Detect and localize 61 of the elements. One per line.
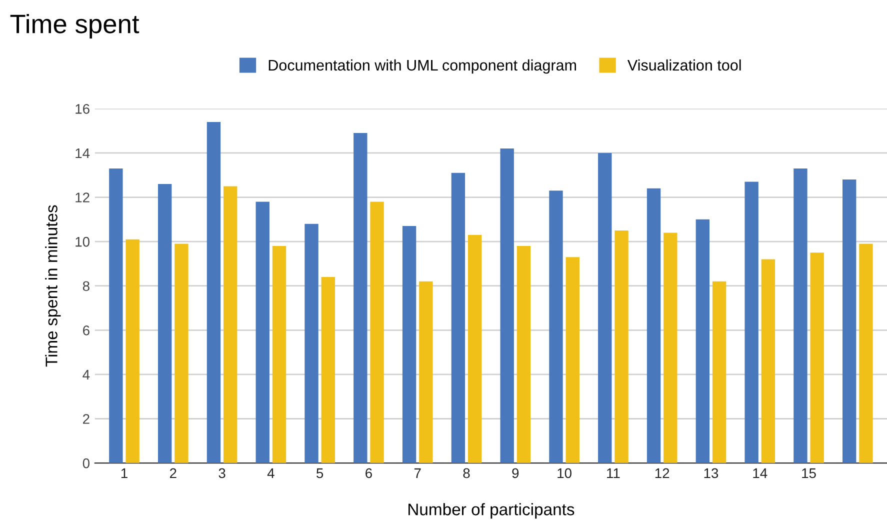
bar [304,224,318,464]
y-tick-label: 10 [76,236,90,247]
bar [842,180,856,464]
y-tick-label: 0 [82,458,90,468]
x-tick-label: 10 [558,468,572,478]
chart-title: Time spent [10,14,140,39]
bar [256,202,270,464]
bar [451,172,466,464]
x-tick-label: 12 [655,468,670,478]
bar [419,281,433,464]
y-tick-label: 8 [82,281,90,292]
bar [109,168,123,464]
y-tick-label: 12 [76,192,90,202]
bar [468,234,482,464]
bar [224,186,238,464]
bar [646,188,661,464]
x-axis-title: Number of participants [408,503,574,519]
x-tick-label: 8 [463,468,470,478]
x-tick-label: 14 [753,468,768,478]
bar [126,239,140,464]
bar [500,148,514,464]
x-tick-label: 4 [267,468,274,478]
bar [761,259,776,464]
y-axis-title: Time spent in minutes [45,205,61,367]
y-tick-label: 6 [83,325,90,336]
x-tick-label: 5 [316,468,324,478]
bar [549,190,563,464]
bar [794,168,808,464]
bar [516,246,531,464]
x-tick-label: 11 [607,468,620,478]
x-tick-label: 7 [414,468,421,478]
bar [712,281,726,464]
bar [206,122,221,464]
y-tick-label: 4 [82,370,90,380]
x-tick-label: 6 [366,468,372,478]
bar [402,226,416,464]
bar [321,277,335,464]
x-tick-label: 15 [802,468,816,478]
bar [272,246,286,464]
x-tick-label: 2 [170,468,176,478]
legend-label: Documentation with UML component diagram [268,59,576,74]
bar [810,252,824,464]
bar [744,182,758,464]
bar [158,184,172,464]
legend-label: Visualization tool [627,59,741,71]
bar [566,257,580,464]
x-tick-label: 3 [218,468,226,478]
bar [174,244,188,464]
bar [664,232,678,464]
bar [614,230,628,464]
y-tick-label: 16 [76,104,90,114]
x-tick-label: 1 [121,468,128,478]
bar [859,244,873,464]
bar [370,202,384,464]
bar [354,133,368,464]
bar [696,219,710,464]
x-tick-label: 13 [704,468,718,478]
y-tick-label: 2 [83,414,90,424]
y-tick-label: 14 [76,148,90,158]
x-tick-label: 9 [512,468,519,478]
bar [598,152,612,464]
